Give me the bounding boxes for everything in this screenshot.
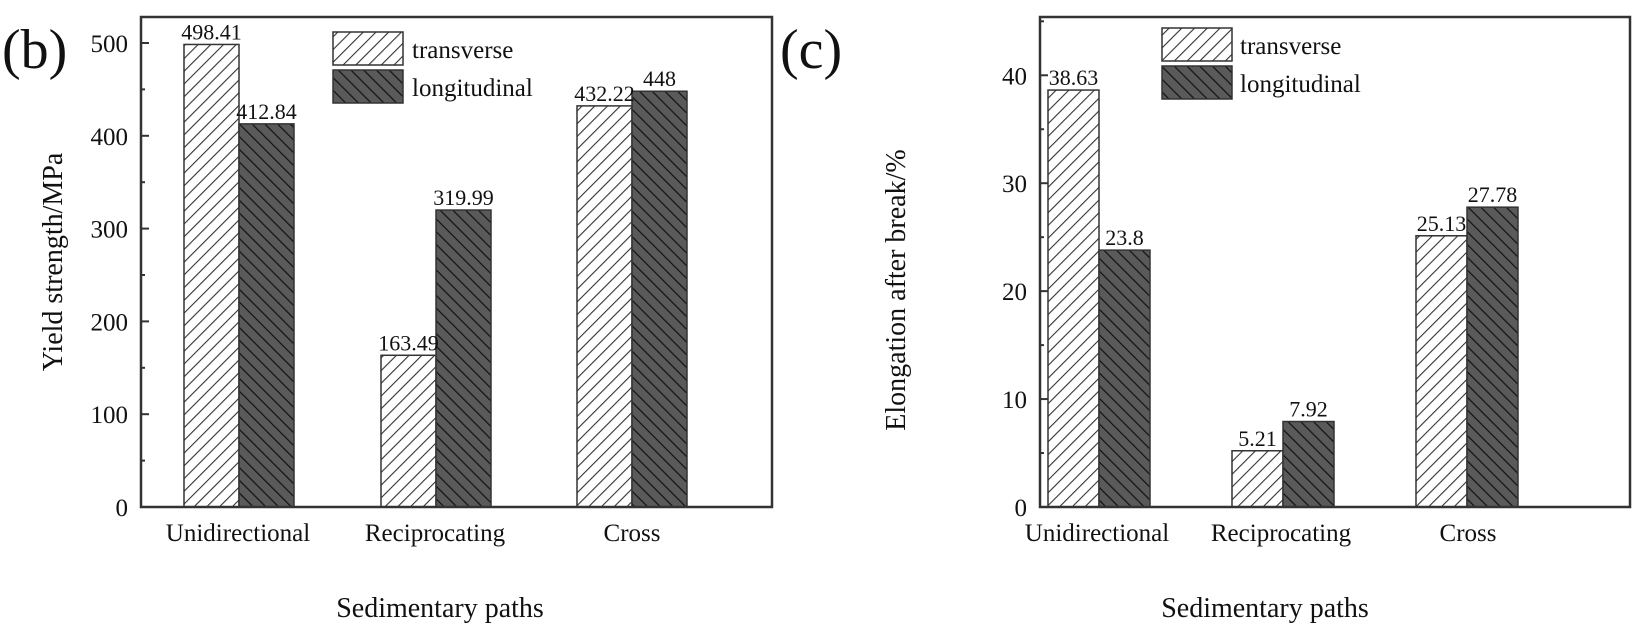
bar-longitudinal-unidirectional [1098,249,1151,508]
bar-transverse-cross [1415,235,1468,508]
data-label: 5.21 [1238,426,1277,451]
y-tick-labels-c: 0 10 20 30 40 [1002,63,1027,522]
legend-swatch-longitudinal [1161,65,1233,100]
data-label: 498.41 [181,19,242,44]
bar-longitudinal-cross [1466,206,1519,508]
legend-label-longitudinal: longitudinal [412,75,533,102]
bar-transverse-reciprocating [1231,450,1284,508]
data-label: 7.92 [1289,397,1328,422]
y-tick-label: 40 [1002,63,1027,90]
bar-longitudinal-unidirectional [238,123,295,508]
legend-swatch-transverse [332,31,404,66]
legend-label-transverse: transverse [412,37,513,64]
legend-swatch-transverse [1161,27,1233,62]
x-axis-title-c: Sedimentary paths [1161,593,1369,624]
data-label: 163.49 [378,330,439,355]
data-label: 319.99 [433,185,494,210]
legend-b: transverse longitudinal [332,31,533,104]
bar-longitudinal-cross [631,90,688,508]
data-labels-b: 498.41 163.49 432.22 412.84 319.99 448 [181,19,676,355]
panel-label-b: (b) [2,19,67,81]
bar-transverse-unidirectional [1047,89,1100,508]
x-tick-label: Unidirectional [166,520,310,547]
x-tick-label: Reciprocating [1211,520,1352,547]
data-label: 23.8 [1105,225,1144,250]
plot-frame-c [1038,15,1632,509]
y-tick-label: 300 [91,217,129,244]
bar-transverse-reciprocating [380,354,437,508]
data-label: 432.22 [574,81,635,106]
x-axis-title-b: Sedimentary paths [336,593,544,624]
legend-label-transverse: transverse [1240,33,1341,60]
bars-c [1047,89,1519,508]
y-tick-label: 400 [91,124,129,151]
y-ticks-b [141,41,149,508]
data-label: 448 [643,66,676,91]
x-tick-label: Cross [1440,520,1497,547]
legend-swatch-longitudinal [332,69,404,104]
plot-frame-b [139,15,774,509]
data-label: 412.84 [236,99,297,124]
y-tick-label: 0 [1015,495,1028,522]
legend-label-longitudinal: longitudinal [1240,71,1361,98]
y-tick-label: 500 [91,31,129,58]
y-tick-label: 20 [1002,279,1027,306]
chart-c: (c) 38.63 5.21 25.13 23.8 7.92 27.78 0 1… [780,15,1632,624]
y-tick-labels-b: 0 100 200 300 400 500 [91,31,129,522]
y-tick-label: 30 [1002,171,1027,198]
data-labels-c: 38.63 5.21 25.13 23.8 7.92 27.78 [1049,65,1518,451]
data-label: 38.63 [1049,65,1099,90]
bar-transverse-unidirectional [183,43,240,508]
x-tick-label: Unidirectional [1025,520,1169,547]
y-ticks-c [1040,20,1048,508]
panel-label-c: (c) [780,19,842,81]
y-axis-title-b: Yield strength/MPa [38,152,69,371]
bar-transverse-cross [576,105,633,508]
y-tick-label: 0 [116,495,129,522]
y-tick-label: 10 [1002,387,1027,414]
x-tick-labels-b: Unidirectional Reciprocating Cross [166,520,661,547]
y-tick-label: 100 [91,402,129,429]
bars-b [183,43,688,508]
bar-longitudinal-reciprocating [1282,420,1335,508]
chart-b: (b) 498.41 163.49 432.22 412.84 319.99 4… [2,15,774,624]
x-tick-labels-c: Unidirectional Reciprocating Cross [1025,520,1497,547]
bar-longitudinal-reciprocating [435,209,492,508]
x-tick-label: Reciprocating [365,520,506,547]
data-label: 27.78 [1468,182,1518,207]
x-tick-label: Cross [604,520,661,547]
y-axis-title-c: Elongation after break/% [881,149,912,430]
y-tick-label: 200 [91,309,129,336]
data-label: 25.13 [1417,211,1467,236]
legend-c: transverse longitudinal [1161,27,1361,100]
